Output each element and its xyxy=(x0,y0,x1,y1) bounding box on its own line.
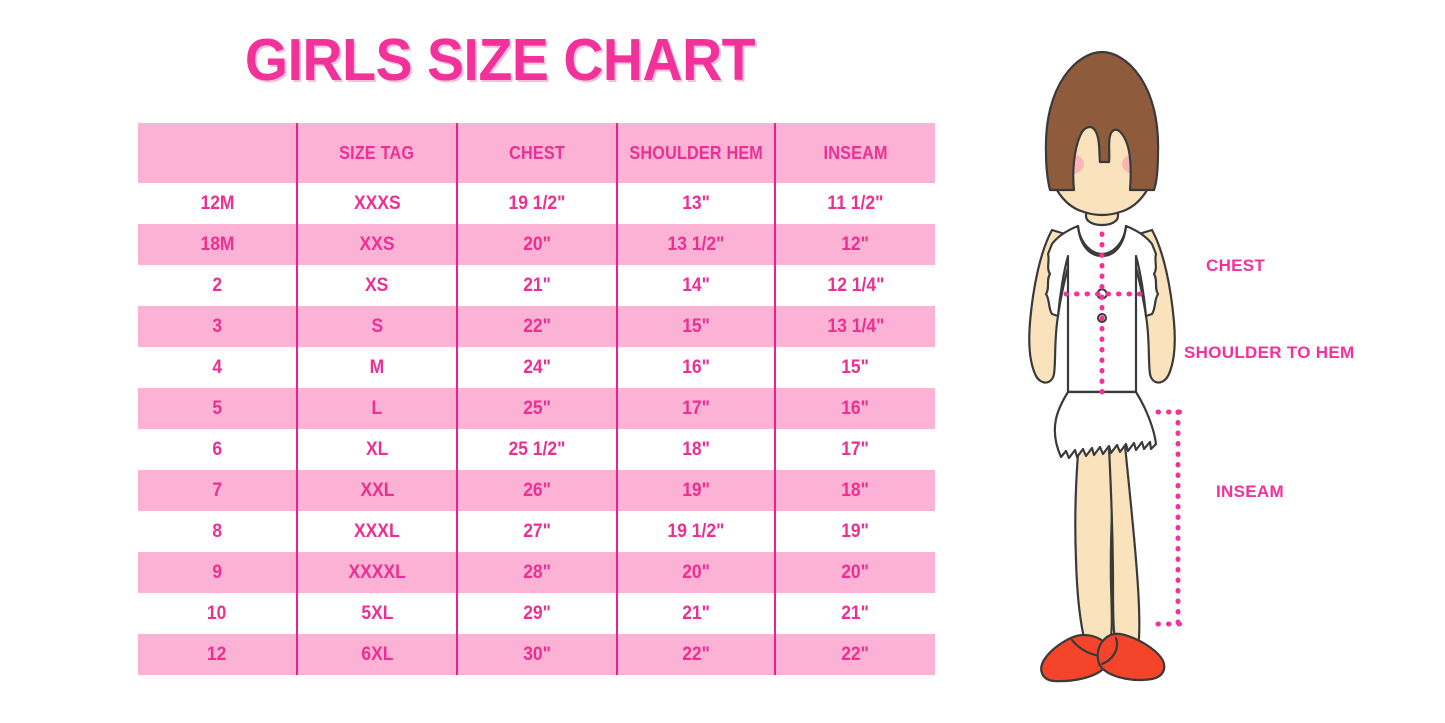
cell-chest: 22" xyxy=(457,306,618,347)
skirt xyxy=(1053,390,1158,460)
table-row: 9 XXXXL 28" 20" 20" xyxy=(138,552,935,593)
cell-age: 5 xyxy=(138,388,298,429)
cell-inseam: 19" xyxy=(775,511,935,552)
cell-size-tag: XXL xyxy=(297,470,458,511)
hair xyxy=(1044,50,1160,192)
cell-chest: 25 1/2" xyxy=(457,429,618,470)
cell-chest: 29" xyxy=(457,593,618,634)
callout-inseam: INSEAM xyxy=(1216,482,1284,501)
cell-inseam: 20" xyxy=(775,552,935,593)
table-body: 12M XXXS 19 1/2" 13" 11 1/2" 18M XXS 20" 13 1/2"… xyxy=(138,183,935,675)
cell-shoulder-hem: 17" xyxy=(617,388,776,429)
cell-age: 9 xyxy=(138,552,298,593)
cell-size-tag: XXS xyxy=(297,224,458,265)
column-header-inseam: INSEAM xyxy=(775,123,935,183)
table-row: 5 L 25" 17" 16" xyxy=(138,388,935,429)
cell-shoulder-hem: 14" xyxy=(617,265,776,306)
cell-size-tag: 6XL xyxy=(297,634,458,675)
page-title: GIRLS SIZE CHART xyxy=(244,27,756,93)
size-chart-table: SIZE TAG CHEST SHOULDER HEM INSEAM 12M XX… xyxy=(138,123,935,675)
cell-shoulder-hem: 22" xyxy=(617,634,776,675)
table-row: 6 XL 25 1/2" 18" 17" xyxy=(138,429,935,470)
cell-age: 7 xyxy=(138,470,298,511)
column-header-shoulder-hem: SHOULDER HEM xyxy=(617,123,776,183)
table-row: 12M XXXS 19 1/2" 13" 11 1/2" xyxy=(138,183,935,224)
cell-chest: 19 1/2" xyxy=(457,183,618,224)
cell-shoulder-hem: 19 1/2" xyxy=(617,511,776,552)
cell-size-tag: XL xyxy=(297,429,458,470)
cell-size-tag: XXXS xyxy=(297,183,458,224)
cell-chest: 28" xyxy=(457,552,618,593)
column-header-age xyxy=(138,123,298,183)
cell-chest: 20" xyxy=(457,224,618,265)
cell-size-tag: L xyxy=(297,388,458,429)
table-row: 12 6XL 30" 22" 22" xyxy=(138,634,935,675)
cell-size-tag: 5XL xyxy=(297,593,458,634)
cell-age: 8 xyxy=(138,511,298,552)
cell-inseam: 18" xyxy=(775,470,935,511)
column-header-chest: CHEST xyxy=(457,123,618,183)
cell-inseam: 12 1/4" xyxy=(775,265,935,306)
table-header: SIZE TAG CHEST SHOULDER HEM INSEAM xyxy=(138,123,935,183)
cell-shoulder-hem: 13 1/2" xyxy=(617,224,776,265)
cell-shoulder-hem: 16" xyxy=(617,347,776,388)
cell-inseam: 13 1/4" xyxy=(775,306,935,347)
callout-shoulder-to-hem: SHOULDER TO HEM xyxy=(1184,343,1355,362)
cell-inseam: 22" xyxy=(775,634,935,675)
right-shoe-strap xyxy=(1100,636,1119,666)
cell-shoulder-hem: 18" xyxy=(617,429,776,470)
cell-chest: 21" xyxy=(457,265,618,306)
cell-chest: 30" xyxy=(457,634,618,675)
cell-inseam: 21" xyxy=(775,593,935,634)
cell-chest: 24" xyxy=(457,347,618,388)
cell-age: 18M xyxy=(138,224,298,265)
cell-inseam: 11 1/2" xyxy=(775,183,935,224)
cell-chest: 25" xyxy=(457,388,618,429)
cell-age: 2 xyxy=(138,265,298,306)
cell-inseam: 15" xyxy=(775,347,935,388)
table-row: 7 XXL 26" 19" 18" xyxy=(138,470,935,511)
table-row: 8 XXXL 27" 19 1/2" 19" xyxy=(138,511,935,552)
cell-chest: 27" xyxy=(457,511,618,552)
cell-inseam: 12" xyxy=(775,224,935,265)
girl-illustration xyxy=(980,40,1240,685)
cell-size-tag: XXXXL xyxy=(297,552,458,593)
cell-size-tag: M xyxy=(297,347,458,388)
cell-shoulder-hem: 21" xyxy=(617,593,776,634)
cell-size-tag: XS xyxy=(297,265,458,306)
cell-shoulder-hem: 19" xyxy=(617,470,776,511)
cell-inseam: 16" xyxy=(775,388,935,429)
cell-age: 12 xyxy=(138,634,298,675)
callout-chest: CHEST xyxy=(1206,256,1266,275)
cell-shoulder-hem: 20" xyxy=(617,552,776,593)
table-row: 18M XXS 20" 13 1/2" 12" xyxy=(138,224,935,265)
table-row: 3 S 22" 15" 13 1/4" xyxy=(138,306,935,347)
cell-size-tag: S xyxy=(297,306,458,347)
cell-chest: 26" xyxy=(457,470,618,511)
cell-inseam: 17" xyxy=(775,429,935,470)
table-row: 2 XS 21" 14" 12 1/4" xyxy=(138,265,935,306)
cell-age: 10 xyxy=(138,593,298,634)
cell-age: 3 xyxy=(138,306,298,347)
cell-shoulder-hem: 15" xyxy=(617,306,776,347)
right-shoe xyxy=(1096,632,1166,682)
table-row: 10 5XL 29" 21" 21" xyxy=(138,593,935,634)
cell-shoulder-hem: 13" xyxy=(617,183,776,224)
table-header-row: SIZE TAG CHEST SHOULDER HEM INSEAM xyxy=(138,123,935,183)
cell-age: 4 xyxy=(138,347,298,388)
cell-age: 12M xyxy=(138,183,298,224)
table-row: 4 M 24" 16" 15" xyxy=(138,347,935,388)
column-header-size-tag: SIZE TAG xyxy=(297,123,458,183)
cell-age: 6 xyxy=(138,429,298,470)
cell-size-tag: XXXL xyxy=(297,511,458,552)
